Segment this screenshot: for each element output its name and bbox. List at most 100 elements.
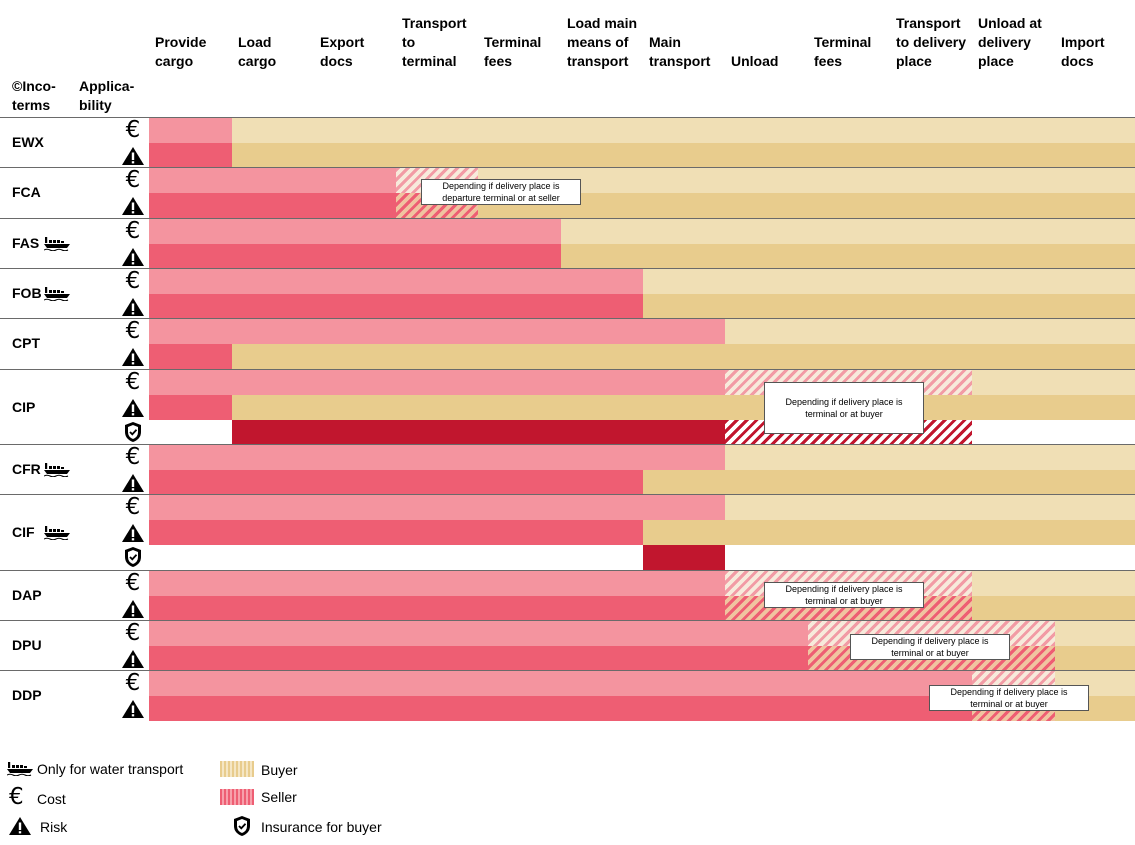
incoterm-code: CIP xyxy=(12,398,36,415)
row-divider xyxy=(0,620,1135,621)
responsibility-bar xyxy=(149,244,561,269)
incoterm-code: CFR xyxy=(12,461,41,477)
risk-icon xyxy=(121,598,145,620)
responsibility-bar xyxy=(232,344,1135,369)
responsibility-bar xyxy=(1055,646,1135,671)
responsibility-bar xyxy=(149,319,725,344)
column-header: Unload at delivery place xyxy=(978,15,1042,69)
responsibility-bar xyxy=(149,571,725,596)
incoterm-code: CIF xyxy=(12,523,35,540)
delivery-place-note: Depending if delivery place is terminal … xyxy=(850,634,1010,660)
responsibility-bar xyxy=(561,219,1135,244)
column-header: Transport to delivery place xyxy=(896,15,967,69)
row-divider xyxy=(0,369,1135,370)
column-header: Transport to terminal xyxy=(402,15,467,69)
column-header: Unload xyxy=(731,53,779,69)
column-header: Terminal fees xyxy=(814,34,872,69)
responsibility-bar xyxy=(149,118,232,143)
delivery-place-note: Depending if delivery place is terminal … xyxy=(764,582,924,608)
risk-icon xyxy=(121,346,145,368)
euro-icon: € xyxy=(125,444,141,470)
row-divider xyxy=(0,670,1135,671)
incoterm-code: DDP xyxy=(12,687,42,703)
responsibility-bar xyxy=(478,168,1135,193)
legend-insurance-label: Insurance for buyer xyxy=(261,819,382,835)
legend-risk-label: Risk xyxy=(40,819,68,835)
responsibility-bar xyxy=(149,370,725,395)
risk-icon xyxy=(121,522,145,544)
euro-icon: € xyxy=(125,167,141,193)
incoterm-code: FAS xyxy=(12,235,40,251)
incoterm-code: FOB xyxy=(12,285,42,301)
legend-water-label: Only for water transport xyxy=(37,761,184,777)
water-transport-icon xyxy=(43,525,70,545)
euro-icon: € xyxy=(125,494,141,520)
responsibility-bar xyxy=(643,545,725,570)
responsibility-bar xyxy=(149,168,396,193)
responsibility-bar xyxy=(725,319,1135,344)
responsibility-bar xyxy=(643,520,1135,545)
legend-seller-label: Seller xyxy=(261,789,297,805)
euro-icon: € xyxy=(125,117,141,143)
responsibility-bar xyxy=(232,420,725,445)
responsibility-bar xyxy=(232,118,1135,143)
responsibility-bar xyxy=(149,596,725,621)
risk-icon xyxy=(121,397,145,419)
euro-icon: € xyxy=(125,218,141,244)
row-divider xyxy=(0,167,1135,168)
row-divider xyxy=(0,721,1135,722)
incoterm-code: DPU xyxy=(12,637,42,653)
row-divider xyxy=(0,318,1135,319)
legend-risk-icon xyxy=(9,817,31,835)
column-header: Provide cargo xyxy=(155,34,207,69)
legend-euro-icon: € xyxy=(9,784,24,810)
row-divider xyxy=(0,268,1135,269)
responsibility-bar xyxy=(643,294,1135,319)
risk-icon xyxy=(121,648,145,670)
incoterm-code: DAP xyxy=(12,587,42,603)
responsibility-bar xyxy=(149,219,561,244)
column-header: Load main means of transport xyxy=(567,15,638,69)
incoterm-code: CPT xyxy=(12,335,40,351)
responsibility-bar xyxy=(149,470,643,495)
incoterms-header: ©Inco- terms xyxy=(12,78,56,113)
water-transport-icon xyxy=(43,463,70,482)
euro-icon: € xyxy=(125,369,141,395)
risk-icon xyxy=(121,698,145,720)
responsibility-bar xyxy=(149,269,643,294)
responsibility-bar xyxy=(149,621,808,646)
responsibility-bar xyxy=(972,370,1135,395)
column-header: Terminal fees xyxy=(484,34,542,69)
responsibility-bar xyxy=(725,495,1135,520)
responsibility-bar xyxy=(149,646,808,671)
responsibility-bar xyxy=(149,445,725,470)
risk-icon xyxy=(121,145,145,167)
responsibility-bar xyxy=(478,193,1135,218)
responsibility-bar xyxy=(149,193,396,218)
column-header: Export docs xyxy=(320,34,365,69)
responsibility-bar xyxy=(972,571,1135,596)
responsibility-bar xyxy=(149,143,232,168)
incoterm-code: FCA xyxy=(12,184,41,200)
incoterm-code: EWX xyxy=(12,134,44,150)
row-divider xyxy=(0,444,1135,445)
risk-icon xyxy=(121,472,145,494)
risk-icon xyxy=(121,195,145,217)
legend-seller-swatch xyxy=(220,789,254,805)
responsibility-bar xyxy=(972,596,1135,621)
responsibility-bar xyxy=(232,143,1135,168)
responsibility-bar xyxy=(643,470,1135,495)
responsibility-bar xyxy=(1055,621,1135,646)
water-transport-icon xyxy=(7,762,33,776)
column-header: Main transport xyxy=(649,34,711,69)
euro-icon: € xyxy=(125,670,141,696)
euro-icon: € xyxy=(125,620,141,646)
responsibility-bar xyxy=(149,344,232,369)
legend-buyer-swatch xyxy=(220,761,254,777)
euro-icon: € xyxy=(125,570,141,596)
legend-shield-icon xyxy=(234,816,250,836)
risk-icon xyxy=(121,296,145,318)
responsibility-bar xyxy=(149,495,725,520)
delivery-place-note: Depending if delivery place is departure… xyxy=(421,179,581,205)
applicability-header: Applica- bility xyxy=(79,78,135,113)
